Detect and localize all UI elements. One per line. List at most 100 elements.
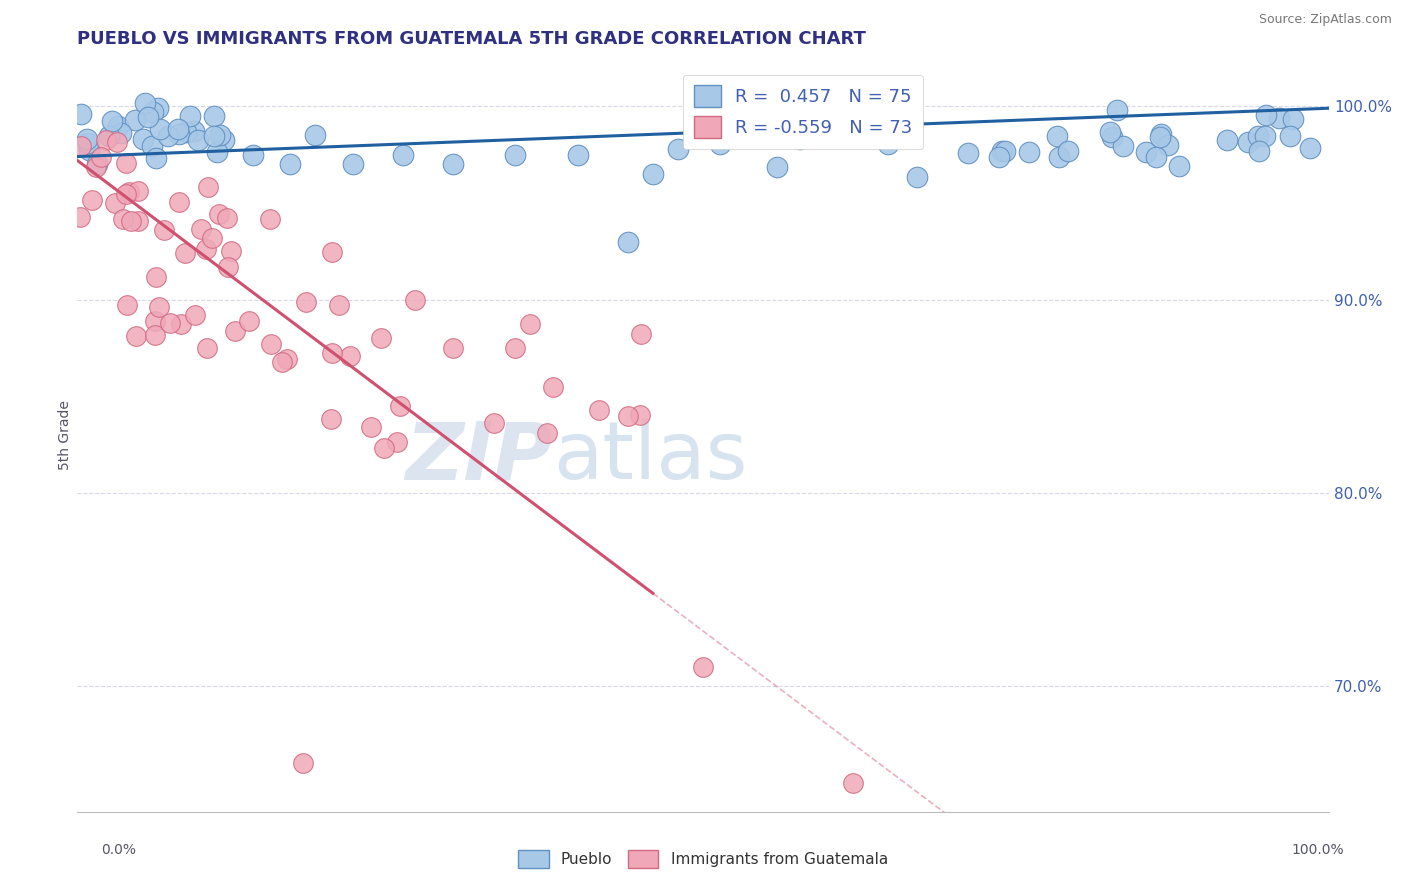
- Point: [278, 157, 301, 171]
- Point: [148, 101, 170, 115]
- Point: [86, 157, 108, 171]
- Point: [503, 147, 526, 161]
- Point: [169, 127, 191, 141]
- Point: [342, 157, 364, 171]
- Point: [1282, 112, 1305, 126]
- Point: [125, 329, 148, 343]
- Point: [765, 160, 787, 174]
- Point: [70, 139, 93, 153]
- Point: [132, 132, 155, 146]
- Point: [242, 147, 264, 161]
- Point: [143, 328, 166, 343]
- Point: [173, 245, 195, 260]
- Point: [276, 351, 298, 366]
- Point: [208, 128, 231, 143]
- Point: [1046, 129, 1069, 144]
- Point: [195, 341, 218, 355]
- Point: [143, 314, 166, 328]
- Point: [70, 107, 93, 121]
- Point: [1268, 111, 1291, 125]
- Point: [692, 660, 714, 674]
- Point: [69, 210, 91, 224]
- Point: [388, 399, 411, 413]
- Point: [259, 212, 281, 227]
- Text: Source: ZipAtlas.com: Source: ZipAtlas.com: [1258, 13, 1392, 27]
- Point: [1247, 128, 1270, 143]
- Point: [115, 187, 138, 202]
- Point: [118, 185, 141, 199]
- Point: [166, 121, 188, 136]
- Point: [208, 206, 231, 220]
- Point: [142, 105, 165, 120]
- Point: [136, 110, 159, 124]
- Point: [110, 126, 132, 140]
- Point: [666, 142, 689, 156]
- Point: [156, 128, 179, 143]
- Point: [145, 270, 167, 285]
- Point: [877, 136, 900, 151]
- Point: [1107, 103, 1129, 117]
- Text: 0.0%: 0.0%: [101, 843, 136, 857]
- Point: [98, 129, 121, 144]
- Point: [111, 212, 134, 227]
- Point: [789, 131, 811, 145]
- Point: [159, 316, 181, 330]
- Point: [224, 324, 246, 338]
- Point: [588, 403, 610, 417]
- Point: [328, 298, 350, 312]
- Text: 100.0%: 100.0%: [1292, 843, 1344, 857]
- Point: [294, 295, 316, 310]
- Point: [1216, 133, 1239, 147]
- Point: [839, 124, 862, 138]
- Point: [217, 260, 239, 274]
- Point: [77, 144, 100, 158]
- Point: [842, 776, 865, 790]
- Point: [441, 341, 464, 355]
- Point: [385, 435, 408, 450]
- Point: [84, 161, 107, 175]
- Point: [617, 409, 640, 423]
- Point: [567, 147, 589, 161]
- Point: [1047, 150, 1070, 164]
- Point: [194, 242, 217, 256]
- Point: [104, 196, 127, 211]
- Point: [1101, 129, 1123, 144]
- Point: [482, 416, 505, 430]
- Point: [184, 308, 207, 322]
- Point: [201, 231, 224, 245]
- Point: [321, 346, 343, 360]
- Point: [905, 170, 928, 185]
- Text: atlas: atlas: [553, 418, 747, 497]
- Point: [205, 145, 228, 159]
- Point: [536, 425, 558, 440]
- Point: [238, 314, 260, 328]
- Point: [339, 349, 361, 363]
- Point: [541, 379, 564, 393]
- Point: [370, 331, 392, 345]
- Point: [291, 756, 314, 771]
- Point: [183, 124, 205, 138]
- Point: [101, 114, 124, 128]
- Point: [641, 167, 664, 181]
- Point: [987, 150, 1010, 164]
- Point: [107, 136, 129, 150]
- Point: [1254, 128, 1277, 143]
- Point: [94, 133, 117, 147]
- Point: [197, 179, 219, 194]
- Point: [304, 128, 326, 143]
- Point: [321, 244, 343, 259]
- Point: [77, 136, 100, 150]
- Point: [1298, 141, 1320, 155]
- Point: [628, 408, 651, 422]
- Point: [957, 146, 980, 161]
- Point: [1249, 144, 1271, 158]
- Point: [82, 193, 104, 207]
- Point: [360, 420, 382, 434]
- Point: [617, 235, 640, 249]
- Point: [270, 355, 292, 369]
- Point: [519, 317, 541, 331]
- Point: [1278, 129, 1301, 144]
- Y-axis label: 5th Grade: 5th Grade: [58, 400, 72, 470]
- Legend: R =  0.457   N = 75, R = -0.559   N = 73: R = 0.457 N = 75, R = -0.559 N = 73: [683, 75, 924, 149]
- Point: [120, 214, 142, 228]
